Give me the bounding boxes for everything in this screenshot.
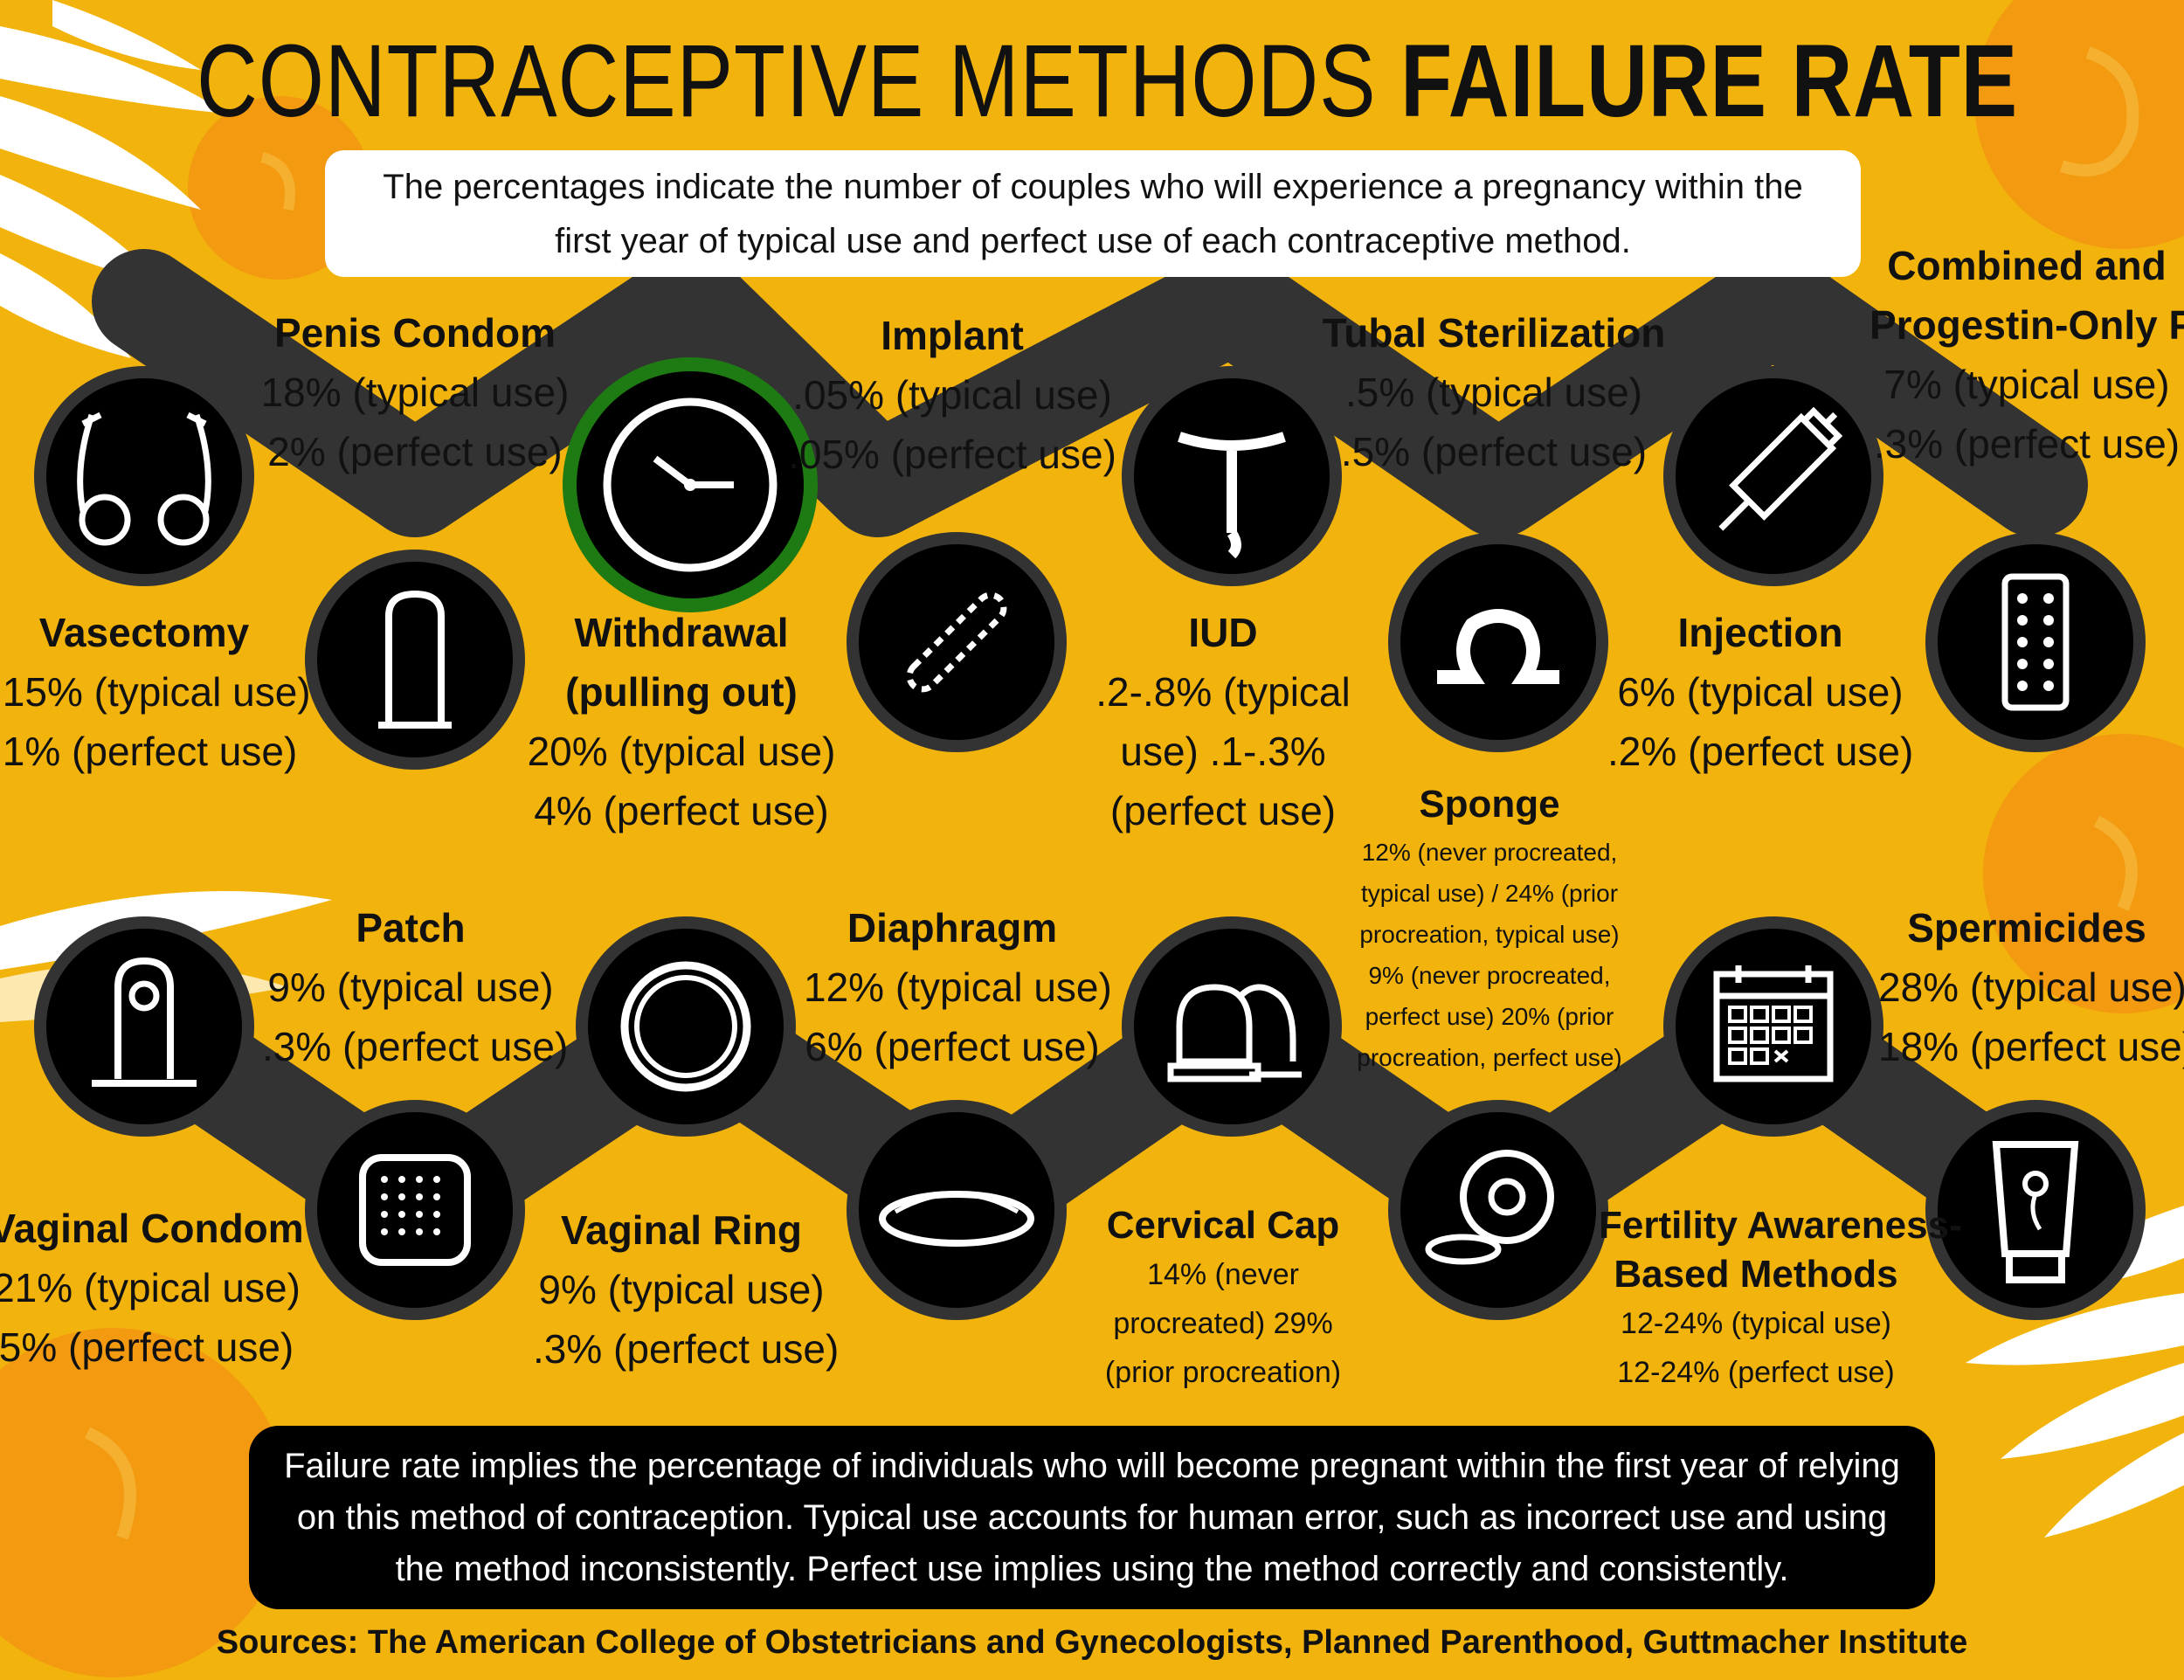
patch-icon [305, 1100, 525, 1320]
pill-pack-icon [1925, 532, 2146, 752]
clock-icon [563, 357, 818, 612]
fertility-awareness-label: Fertility Awareness- Based Methods 12-24… [1599, 1204, 1962, 1389]
diaphragm-icon [847, 1100, 1067, 1320]
embryo-deco-icon [1983, 734, 2184, 1013]
implant-label: Implant .05% (typical use) .05% (perfect… [788, 313, 1116, 477]
chain-row-1 [92, 249, 2088, 537]
patch-label: Patch 9% (typical use) .3% (perfect use) [262, 905, 569, 1069]
implant-rod-icon [847, 532, 1067, 752]
intro-text: The percentages indicate the number of c… [325, 150, 1861, 277]
definition-box: Failure rate implies the percentage of i… [249, 1426, 1935, 1609]
spermicides-label: Spermicides 28% (typical use) 18% (perfe… [1878, 905, 2184, 1069]
page-title: CONTRACEPTIVE METHODS FAILURE RATE [197, 24, 2019, 139]
cervical-cap-label: Cervical Cap 14% (never procreated) 29% … [1104, 1204, 1342, 1389]
embryo-deco-icon [1974, 0, 2184, 249]
ring-icon [576, 916, 796, 1137]
syringe-icon [1663, 366, 1883, 586]
female-condom-icon [34, 916, 254, 1137]
injection-label: Injection 6% (typical use) .2% (perfect … [1607, 610, 1914, 774]
vasectomy-label: Vasectomy .15% (typical use) .1% (perfec… [0, 610, 311, 774]
penis-condom-label: Penis Condom 18% (typical use) 2% (perfe… [260, 310, 570, 474]
vaginal-ring-label: Vaginal Ring 9% (typical use) .3% (perfe… [533, 1207, 840, 1372]
condom-icon [305, 550, 525, 770]
spermicide-tube-icon [1925, 1100, 2146, 1320]
diaphragm-label: Diaphragm 12% (typical use) 6% (perfect … [804, 905, 1112, 1069]
calendar-icon [1663, 916, 1883, 1137]
tubal-sterilization-label: Tubal Sterilization .5% (typical use) .5… [1322, 310, 1666, 474]
sponge-icon [1388, 1100, 1608, 1320]
withdrawal-label: Withdrawal (pulling out) 20% (typical us… [527, 610, 836, 833]
cervical-cap-icon [1122, 916, 1342, 1137]
embryo-deco-icon [0, 1328, 288, 1677]
sources-text: Sources: The American College of Obstetr… [216, 1624, 1968, 1661]
vaginal-condom-label: Vaginal Condom 21% (typical use) 5% (per… [0, 1206, 304, 1370]
pill-label: Combined and Progestin-Only Pill 7% (typ… [1870, 243, 2184, 467]
testicles-icon [34, 366, 254, 586]
iud-icon [1122, 366, 1342, 586]
fallopian-tube-icon [1388, 532, 1608, 752]
iud-label: IUD .2-.8% (typical use) .1-.3% (perfect… [1095, 610, 1351, 833]
sponge-label: Sponge 12% (never procreated, typical us… [1357, 783, 1622, 1071]
